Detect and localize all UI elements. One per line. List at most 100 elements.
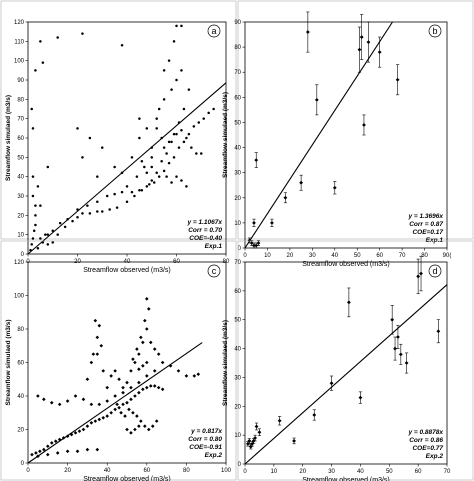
data-point: [51, 229, 54, 233]
x-tick-label: 0: [243, 469, 247, 475]
data-point: [89, 360, 94, 365]
y-tick-label: 70: [17, 117, 24, 123]
data-point: [88, 136, 92, 140]
data-point: [125, 427, 129, 432]
data-point: [133, 394, 137, 398]
data-point: [202, 117, 205, 120]
data-point: [167, 161, 171, 165]
data-point: [129, 385, 133, 390]
data-point: [277, 418, 282, 423]
data-point: [77, 429, 82, 433]
data-point: [115, 206, 119, 209]
y-tick-label: 100: [14, 294, 25, 300]
data-point: [187, 132, 191, 136]
data-point: [133, 360, 137, 365]
data-point: [165, 175, 168, 178]
data-point: [36, 454, 40, 459]
data-point: [120, 171, 124, 175]
data-point: [419, 271, 423, 276]
panel-letter-circle: [428, 24, 442, 38]
data-point: [254, 424, 259, 429]
data-point: [30, 107, 33, 111]
y-tick-label: 30: [234, 171, 241, 177]
data-point: [95, 335, 100, 340]
data-point: [152, 384, 157, 388]
data-point: [39, 204, 42, 207]
data-point: [257, 430, 262, 435]
regression-line: [244, 21, 393, 249]
data-point: [130, 190, 134, 194]
y-tick-label: 40: [17, 394, 24, 400]
data-point: [137, 390, 141, 395]
data-point: [254, 243, 259, 248]
y-tick-label: 50: [234, 120, 241, 126]
data-point: [138, 117, 141, 120]
data-point: [249, 241, 254, 245]
data-point: [162, 69, 166, 72]
data-point: [85, 377, 90, 382]
data-point: [180, 129, 183, 132]
y-tick-label: 110: [14, 39, 24, 45]
data-point: [31, 237, 35, 240]
data-point: [247, 439, 252, 443]
data-point: [49, 400, 54, 405]
data-point: [154, 419, 159, 423]
x-axis-title: Streamflow observed (m3/s): [83, 267, 171, 274]
x-tick-label: 100: [221, 468, 232, 474]
data-point: [65, 449, 70, 454]
data-point: [165, 152, 168, 155]
data-point: [150, 179, 153, 182]
data-point: [105, 414, 109, 418]
y-tick-label: 10: [234, 221, 241, 227]
data-point: [141, 387, 145, 392]
data-point: [145, 360, 149, 365]
data-point: [117, 377, 121, 382]
data-point: [185, 136, 188, 140]
stats-line: Exp.2: [426, 453, 444, 460]
data-point: [187, 88, 191, 91]
data-point: [41, 61, 45, 64]
data-point: [42, 397, 46, 402]
data-point: [359, 35, 364, 39]
data-point: [115, 402, 119, 407]
panel-frame: [0, 0, 237, 240]
data-point: [155, 127, 158, 130]
stats-line: Corr = 0.87: [409, 221, 443, 228]
data-point: [156, 352, 161, 356]
data-point: [135, 414, 139, 418]
data-point: [346, 300, 351, 305]
plot-area: [244, 21, 448, 249]
data-point: [207, 111, 210, 115]
data-point: [113, 165, 116, 169]
data-point: [212, 107, 215, 111]
data-point: [176, 369, 181, 373]
data-point: [81, 427, 86, 432]
data-point: [113, 192, 116, 196]
data-point: [46, 243, 50, 246]
y-tick-label: 30: [17, 194, 24, 200]
data-point: [314, 97, 319, 102]
data-point: [170, 88, 173, 91]
data-point: [170, 140, 173, 144]
data-point: [76, 216, 79, 219]
data-point: [172, 40, 176, 43]
data-point: [182, 107, 186, 111]
data-point: [95, 447, 100, 452]
data-point: [145, 185, 149, 188]
data-point: [160, 136, 163, 140]
data-point: [137, 380, 141, 385]
data-point: [97, 417, 102, 422]
y-tick-label: 30: [234, 375, 241, 381]
x-tick-label: 10: [264, 253, 271, 259]
data-point: [393, 346, 397, 351]
data-point: [395, 77, 400, 82]
data-point: [31, 127, 35, 130]
data-point: [56, 233, 59, 236]
data-point: [177, 146, 181, 149]
x-tick-label: 40: [357, 469, 364, 475]
panel-letter: d: [432, 266, 437, 276]
x-tick-label: 90(: [443, 253, 452, 259]
data-point: [123, 414, 127, 418]
data-point: [66, 217, 69, 221]
x-axis-title: Streamflow observed (m3/s): [302, 261, 390, 268]
